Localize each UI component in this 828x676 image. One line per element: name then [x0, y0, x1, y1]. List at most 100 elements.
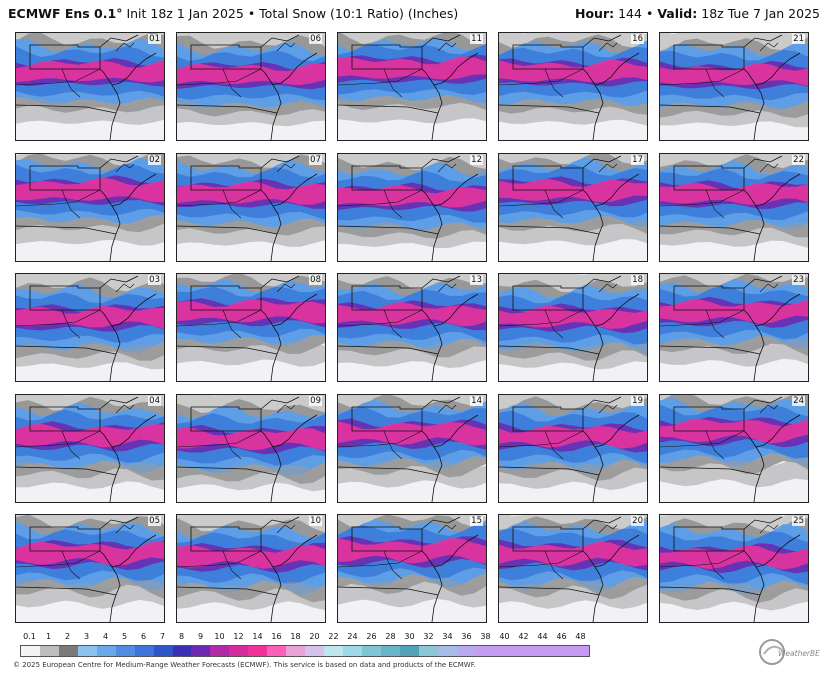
snowfall-map: [16, 395, 164, 502]
colorbar-tick-label: 0.1: [23, 632, 36, 641]
colorbar-swatch: [286, 646, 306, 656]
snowfall-map: [660, 515, 808, 622]
snowfall-colorbar: [20, 645, 590, 657]
colorbar-tick-label: 9: [197, 632, 204, 641]
colorbar-swatch: [399, 646, 419, 656]
colorbar-tick-label: 16: [271, 632, 282, 641]
snowfall-map: [660, 395, 808, 502]
member-number-label: 16: [631, 34, 644, 44]
colorbar-swatch: [494, 646, 514, 656]
colorbar-swatch: [229, 646, 249, 656]
member-number-label: 23: [792, 275, 805, 285]
bullet: •: [645, 6, 654, 21]
snowfall-map: [499, 154, 647, 261]
colorbar-swatch: [380, 646, 400, 656]
colorbar-tick-label: 3: [83, 632, 90, 641]
colorbar-swatch: [267, 646, 287, 656]
snowfall-map: [660, 154, 808, 261]
degree-mark: °: [116, 6, 123, 21]
member-number-label: 09: [309, 396, 322, 406]
colorbar-tick-label: 42: [518, 632, 529, 641]
colorbar-swatch: [324, 646, 343, 656]
colorbar-tick-label: 7: [159, 632, 166, 641]
colorbar-swatch: [456, 646, 476, 656]
colorbar-swatch: [172, 646, 192, 656]
snowfall-map: [338, 515, 486, 622]
colorbar-labels: 0.1 1 2 3 4 5 6 7 8 9 10 12 14 16 18 20 22 24 26 28 30 32 34 36…: [20, 632, 590, 644]
colorbar-tick-label: 2: [64, 632, 71, 641]
member-number-label: 20: [631, 516, 644, 526]
valid-value: 18z Tue 7 Jan 2025: [701, 6, 820, 21]
copyright-footer: © 2025 European Centre for Medium-Range …: [13, 661, 476, 669]
hour-value: 144: [618, 6, 642, 21]
member-number-label: 21: [792, 34, 805, 44]
colorbar-tick-label: 32: [423, 632, 434, 641]
colorbar-tick-label: 22: [328, 632, 339, 641]
member-number-label: 15: [470, 516, 483, 526]
colorbar-swatch: [418, 646, 438, 656]
weatherbell-logo: WeatherBELL: [758, 638, 828, 666]
colorbar-tick-label: 28: [385, 632, 396, 641]
ensemble-member-panel: 18: [498, 273, 648, 382]
member-number-label: 19: [631, 396, 644, 406]
ensemble-member-panel: 07: [176, 153, 326, 262]
snowfall-map: [177, 515, 325, 622]
colorbar-tick-label: 30: [404, 632, 415, 641]
member-number-label: 07: [309, 155, 322, 165]
snowfall-map: [499, 395, 647, 502]
title-right: Hour: 144 • Valid: 18z Tue 7 Jan 2025: [575, 6, 820, 21]
member-number-label: 10: [309, 516, 322, 526]
colorbar-swatch: [96, 646, 116, 656]
ensemble-member-panel: 13: [337, 273, 487, 382]
ensemble-member-panel: 08: [176, 273, 326, 382]
ensemble-member-panel: 10: [176, 514, 326, 623]
member-number-label: 17: [631, 155, 644, 165]
bullet: •: [247, 6, 256, 21]
ensemble-member-panel: 25: [659, 514, 809, 623]
snowfall-map: [16, 33, 164, 140]
member-number-label: 14: [470, 396, 483, 406]
member-number-label: 06: [309, 34, 322, 44]
ensemble-member-panel: 11: [337, 32, 487, 141]
colorbar-swatch: [153, 646, 173, 656]
member-number-label: 03: [148, 275, 161, 285]
member-number-label: 24: [792, 396, 805, 406]
snowfall-map: [660, 274, 808, 381]
ensemble-member-panel: 01: [15, 32, 165, 141]
ensemble-member-panel: 22: [659, 153, 809, 262]
colorbar-tick-label: 1: [45, 632, 52, 641]
snowfall-map: [499, 515, 647, 622]
colorbar-tick-label: 26: [366, 632, 377, 641]
ensemble-member-panel: 20: [498, 514, 648, 623]
colorbar-swatch: [570, 646, 590, 656]
colorbar-swatch: [551, 646, 571, 656]
colorbar-tick-label: 18: [290, 632, 301, 641]
colorbar-swatch: [39, 646, 59, 656]
colorbar-tick-label: 10: [214, 632, 225, 641]
ensemble-member-panel: 09: [176, 394, 326, 503]
title-bar: ECMWF Ens 0.1° Init 18z 1 Jan 2025 • Tot…: [8, 6, 820, 26]
snowfall-map: [16, 274, 164, 381]
valid-label: Valid:: [657, 6, 698, 21]
member-number-label: 05: [148, 516, 161, 526]
ensemble-member-panel: 19: [498, 394, 648, 503]
colorbar-swatch: [342, 646, 362, 656]
snowfall-map: [499, 33, 647, 140]
member-number-label: 02: [148, 155, 161, 165]
colorbar-swatch: [58, 646, 78, 656]
ensemble-member-panel: 23: [659, 273, 809, 382]
product-name: Total Snow (10:1 Ratio) (Inches): [259, 6, 459, 21]
colorbar-swatch: [305, 646, 324, 656]
colorbar-swatch: [437, 646, 457, 656]
colorbar-tick-label: 20: [309, 632, 320, 641]
colorbar-tick-label: 38: [480, 632, 491, 641]
title-left: ECMWF Ens 0.1° Init 18z 1 Jan 2025 • Tot…: [8, 6, 458, 21]
ensemble-member-panel: 04: [15, 394, 165, 503]
ensemble-member-panel: 24: [659, 394, 809, 503]
member-number-label: 12: [470, 155, 483, 165]
ensemble-member-panel: 17: [498, 153, 648, 262]
ensemble-member-panel: 12: [337, 153, 487, 262]
colorbar-swatch: [134, 646, 154, 656]
snowfall-map: [177, 395, 325, 502]
ensemble-panel-grid: 01 06 11 16: [15, 32, 809, 623]
